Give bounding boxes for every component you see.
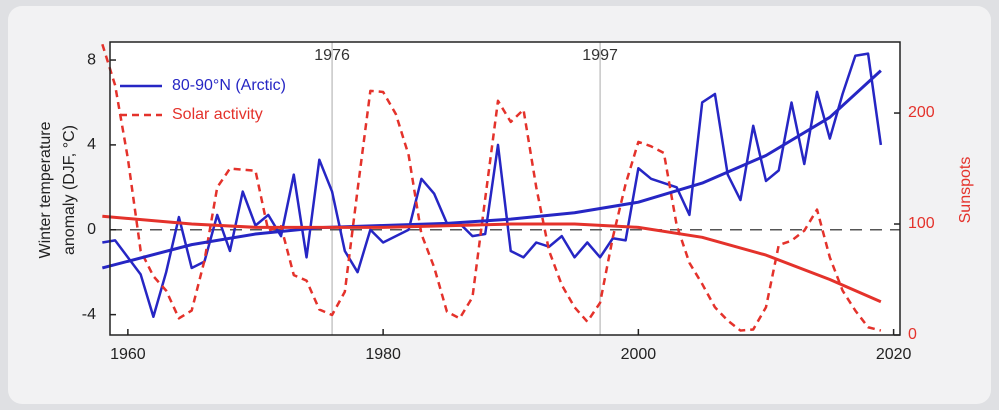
y-tick-label: 8 [87,51,96,68]
y2-tick-label: 0 [908,326,917,343]
y-tick-label: -4 [82,306,96,323]
legend-label: Solar activity [172,106,263,123]
y-axis-label: anomaly (DJF, °C) [61,125,78,255]
plot-area [110,42,900,335]
x-tick-label: 1960 [110,346,146,363]
data-line [102,52,883,318]
x-tick-label: 1980 [365,346,401,363]
y-axis-label: Winter temperature [37,121,54,258]
y-tick-label: 4 [87,136,96,153]
reference-label: 1997 [582,47,618,64]
trend-line [101,69,882,270]
x-tick-label: 2000 [621,346,657,363]
y2-tick-label: 100 [908,215,935,232]
y2-tick-label: 200 [908,104,935,121]
data-line [101,43,882,332]
trend-line [102,214,882,304]
plot-frame [109,41,901,336]
y2-axis-label: Sunspots [957,157,974,224]
y-tick-label: 0 [87,221,96,238]
reference-label: 1976 [314,47,350,64]
legend-label: 80-90°N (Arctic) [172,77,286,94]
x-tick-label: 2020 [876,346,912,363]
